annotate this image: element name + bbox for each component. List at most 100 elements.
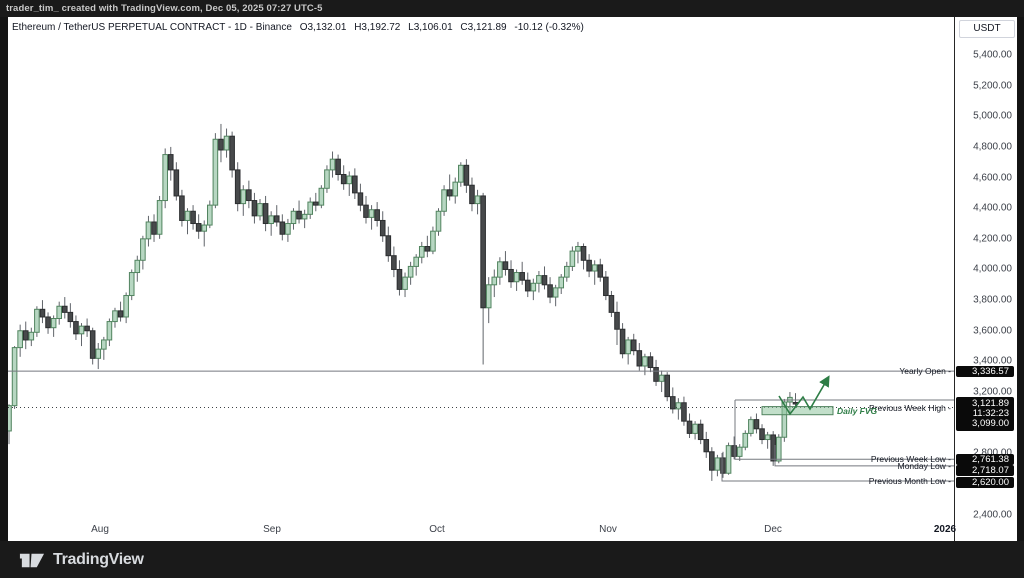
candle-body: [101, 339, 107, 350]
candle-body: [296, 210, 302, 220]
price-tick: 3,800.00: [973, 294, 1012, 306]
level-segment[interactable]: [721, 453, 954, 482]
candle-body: [167, 154, 174, 171]
candle-body: [340, 173, 347, 185]
candle-body: [195, 223, 202, 232]
candle-body: [246, 189, 252, 202]
candle-body: [502, 261, 509, 270]
candle-body: [207, 204, 213, 226]
candle-body: [642, 356, 648, 367]
price-tick: 2,800.00: [973, 448, 1012, 459]
price-badge-row: 3,099.00: [972, 418, 1009, 429]
candle-body: [564, 265, 570, 278]
price-tick: 4,400.00: [973, 202, 1012, 214]
price-tick: 5,000.00: [973, 110, 1012, 122]
candle-body: [575, 246, 581, 252]
current-price-badge: 3,121.89 11:32:23 3,099.00: [956, 397, 1014, 431]
time-label-nov: Nov: [599, 524, 617, 535]
candlestick-plot-area[interactable]: [8, 17, 1017, 541]
candle-body: [681, 402, 687, 422]
tradingview-logo-icon[interactable]: [18, 546, 45, 573]
time-label-oct: Oct: [429, 524, 445, 535]
candle-body: [335, 158, 341, 175]
candle-body: [480, 195, 486, 309]
candle-body: [703, 439, 710, 453]
price-tick: 5,400.00: [973, 49, 1012, 61]
candle-body: [95, 348, 102, 359]
candle-body: [324, 169, 330, 189]
price-tick: 4,000.00: [973, 263, 1012, 275]
candle-body: [591, 264, 598, 272]
candle-body: [352, 175, 358, 194]
candle-body: [28, 331, 35, 341]
tradingview-wordmark[interactable]: TradingView: [53, 550, 144, 568]
candle-body: [50, 318, 57, 329]
candle-body: [17, 330, 23, 349]
symbol-title: Ethereum / TetherUS PERPETUAL CONTRACT -…: [12, 22, 292, 33]
price-axis[interactable]: 5,400.00 5,200.00 5,000.00 4,800.00 4,600.00…: [955, 17, 1017, 541]
candle-body: [469, 184, 475, 205]
candle-body: [307, 201, 314, 215]
candle-body: [508, 268, 514, 283]
price-tick: 4,600.00: [973, 172, 1012, 184]
previous-week-high-label: Previous Week High -: [868, 402, 951, 413]
candle-body: [446, 189, 453, 197]
candle-body: [697, 423, 704, 441]
candle-body: [134, 259, 141, 274]
ohlc-low: L3,106.01: [408, 22, 453, 33]
time-axis[interactable]: Aug Sep Oct Nov Dec 2026: [8, 521, 956, 541]
candle-body: [636, 350, 643, 367]
candle-body: [268, 215, 274, 225]
candle-body: [45, 316, 51, 329]
candle-body: [229, 135, 235, 171]
candle-body: [748, 419, 754, 434]
candle-body: [151, 221, 157, 235]
candle-body: [586, 259, 592, 272]
candle-body: [318, 187, 325, 206]
price-axis-separator: [954, 17, 955, 541]
price-tick: 4,800.00: [973, 141, 1012, 153]
candle-body: [39, 308, 46, 318]
price-tick: 3,200.00: [973, 386, 1012, 398]
candle-body: [569, 250, 576, 267]
currency-badge: USDT: [959, 20, 1015, 38]
previous-week-low-label: Previous Week Low -: [870, 454, 951, 465]
candle-body: [396, 268, 403, 290]
candle-body: [61, 305, 68, 313]
candle-body: [8, 405, 12, 432]
candle-body: [614, 311, 620, 330]
candle-body: [452, 181, 459, 197]
ohlc-open: O3,132.01: [299, 22, 347, 33]
candle-body: [759, 428, 765, 441]
candle-body: [106, 321, 113, 341]
candle-body: [664, 374, 671, 398]
candle-body: [524, 279, 531, 292]
ohlc-high: H3,192.72: [354, 22, 401, 33]
candle-body: [84, 325, 90, 332]
candle-body: [775, 436, 782, 462]
candle-body: [346, 175, 353, 185]
level-segment[interactable]: [774, 445, 954, 467]
candle-body: [201, 224, 208, 232]
candle-body: [630, 339, 637, 352]
candle-body: [764, 434, 771, 441]
trend-projection-arrow[interactable]: [778, 375, 830, 416]
price-badge-row: 3,121.89: [972, 398, 1009, 409]
candle-body: [22, 330, 29, 341]
candle-body: [647, 356, 654, 369]
candle-body: [11, 347, 18, 407]
candle-body: [379, 219, 386, 237]
candle-body: [374, 209, 380, 221]
level-segment[interactable]: [734, 400, 954, 460]
candle-body: [301, 213, 308, 220]
candle-body: [173, 169, 180, 197]
candle-body: [536, 275, 542, 284]
candle-body: [123, 295, 129, 318]
candle-body: [156, 200, 163, 235]
daily-fvg-box[interactable]: [761, 406, 834, 416]
candle-body: [234, 169, 241, 205]
candle-body: [597, 264, 604, 278]
candle-body: [56, 305, 63, 320]
candle-body: [552, 287, 559, 298]
candle-body: [458, 164, 464, 183]
